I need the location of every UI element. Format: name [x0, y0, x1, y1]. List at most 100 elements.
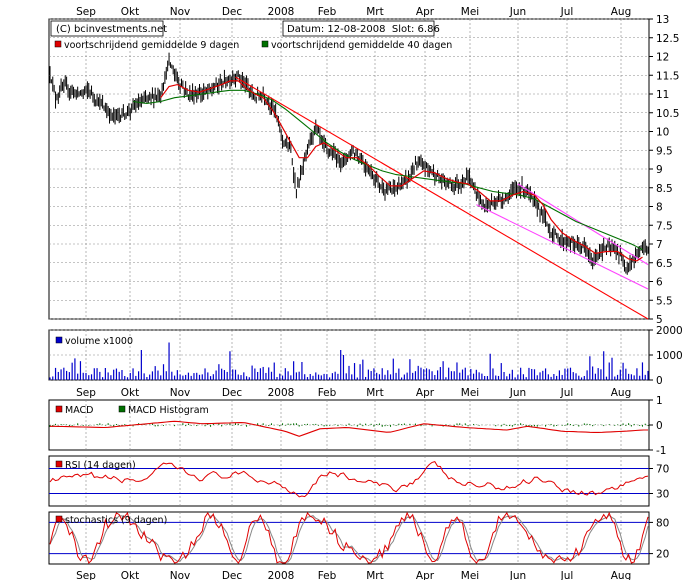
legend-ma9-swatch — [54, 40, 62, 48]
month-label: Jul — [560, 570, 574, 580]
volume-tick-label: 2000 — [656, 325, 683, 337]
price-tick-label: 11 — [656, 89, 669, 101]
month-label: Dec — [222, 387, 243, 399]
month-label: Sep — [76, 570, 96, 580]
month-label: 2008 — [268, 6, 295, 18]
month-label: Jul — [560, 387, 574, 399]
price-lines — [133, 76, 649, 320]
price-tick-label: 5.5 — [656, 295, 673, 307]
copyright-text: (C) bcinvestments.net — [56, 24, 167, 35]
month-label: 2008 — [268, 387, 295, 399]
price-tick-label: 7 — [656, 239, 663, 251]
legend-ma40-swatch — [261, 40, 269, 48]
ma9-line — [160, 80, 643, 262]
legend-rsi-label: RSI (14 dagen) — [65, 460, 136, 471]
volume-tick-labels: 2000 1000 0 — [649, 325, 683, 387]
month-label: Mei — [461, 570, 479, 580]
price-tick-label: 6.5 — [656, 258, 673, 270]
month-label: Apr — [416, 6, 435, 18]
macd-tick-labels: 1 0 -1 — [649, 395, 666, 457]
month-label: Nov — [170, 387, 191, 399]
legend-ma40-label: voortschrijdend gemiddelde 40 dagen — [271, 40, 452, 51]
price-tick-label: 9.5 — [656, 145, 673, 157]
month-label: Apr — [416, 570, 435, 580]
stochastics-tick-label: 80 — [656, 517, 669, 529]
legend-ma9-label: voortschrijdend gemiddelde 9 dagen — [64, 40, 239, 51]
month-label: Jul — [560, 6, 574, 18]
price-tick-label: 12 — [656, 52, 669, 64]
price-tick-labels: 13 12.5 12 11.5 11 10.5 10 9.5 9 8.5 8 7.5 7 6.5 6 5.5 5 — [649, 14, 679, 326]
volume-bars — [49, 342, 649, 380]
month-label: 2008 — [268, 570, 295, 580]
month-label: Mrt — [366, 570, 384, 580]
legend-stochastics-swatch — [55, 515, 63, 523]
legend-macd-hist-swatch — [118, 405, 126, 413]
stochastics-tick-label: 20 — [656, 549, 669, 561]
month-label: Jun — [509, 570, 526, 580]
month-label: Dec — [222, 570, 243, 580]
month-label: Aug — [611, 387, 632, 399]
ma40-line — [133, 89, 643, 251]
month-label: Feb — [318, 6, 337, 18]
macd-tick-label: 1 — [656, 395, 663, 407]
legend-volume-swatch — [55, 336, 63, 344]
month-label: Sep — [76, 6, 96, 18]
macd-plot — [49, 420, 649, 437]
trend-line — [235, 76, 649, 320]
month-label: Mrt — [366, 387, 384, 399]
month-label: Aug — [611, 570, 632, 580]
legend-volume-label: volume x1000 — [65, 336, 133, 347]
copyright-box — [50, 20, 164, 37]
price-tick-label: 8 — [656, 202, 663, 214]
macd-panel: 1 0 -1 MACD MACD Histogram — [48, 395, 666, 457]
price-tick-label: 12.5 — [656, 33, 679, 45]
month-label: Jun — [509, 6, 526, 18]
price-tick-label: 13 — [656, 14, 669, 26]
rsi-tick-labels: 70 30 — [649, 464, 669, 501]
month-label: Okt — [121, 570, 139, 580]
info-text: Datum: 12-08-2008 Slot: 6.86 — [287, 24, 440, 35]
month-label: Mrt — [366, 6, 384, 18]
price-tick-label: 11.5 — [656, 70, 679, 82]
month-label: Nov — [170, 570, 191, 580]
legend-macd-label: MACD — [65, 405, 93, 416]
month-label: Jun — [509, 387, 526, 399]
price-tick-label: 7.5 — [656, 220, 673, 232]
stochastics-panel: 80 20 stochastics (9 dagen) — [48, 511, 669, 565]
price-panel: 13 12.5 12 11.5 11 10.5 10 9.5 9 8.5 8 7.5 7 6.5 6 5.5 5… — [48, 14, 679, 326]
legend-macd-hist-label: MACD Histogram — [128, 405, 209, 416]
stochastics-tick-labels: 80 20 — [649, 517, 669, 561]
month-label: Aug — [611, 6, 632, 18]
price-tick-label: 10 — [656, 127, 669, 139]
month-label: Okt — [121, 6, 139, 18]
volume-tick-label: 1000 — [656, 350, 683, 362]
price-tick-label: 9 — [656, 164, 663, 176]
stochastics-k-line — [49, 511, 649, 564]
price-tick-label: 5 — [656, 314, 663, 326]
volume-tick-label: 0 — [656, 375, 663, 387]
middle-month-labels: Sep Okt Nov Dec 2008 Feb Mrt Apr Mei Jun Jul Aug — [76, 387, 631, 399]
macd-tick-label: -1 — [656, 445, 666, 457]
month-label: Nov — [170, 6, 191, 18]
month-label: Mei — [461, 6, 479, 18]
top-month-labels: Sep Okt Nov Dec 2008 Feb Mrt Apr Mei Jun Jul Aug — [76, 6, 631, 18]
rsi-grid — [49, 456, 649, 506]
month-label: Feb — [318, 570, 337, 580]
volume-panel: 2000 1000 0 volume x1000 — [48, 325, 683, 387]
rsi-plot — [49, 461, 649, 498]
month-label: Sep — [76, 387, 96, 399]
month-label: Apr — [416, 387, 435, 399]
rsi-panel: 70 30 RSI (14 dagen) — [48, 455, 669, 507]
price-tick-label: 6 — [656, 277, 663, 289]
month-label: Mei — [461, 387, 479, 399]
legend-rsi-swatch — [55, 460, 63, 468]
legend-stochastics-label: stochastics (9 dagen) — [65, 515, 167, 526]
month-label: Okt — [121, 387, 139, 399]
price-tick-label: 10.5 — [656, 108, 679, 120]
price-tick-label: 8.5 — [656, 183, 673, 195]
price-grid — [49, 18, 649, 320]
macd-tick-label: 0 — [656, 420, 663, 432]
bottom-month-labels: Sep Okt Nov Dec 2008 Feb Mrt Apr Mei Jun Jul Aug — [76, 570, 632, 582]
